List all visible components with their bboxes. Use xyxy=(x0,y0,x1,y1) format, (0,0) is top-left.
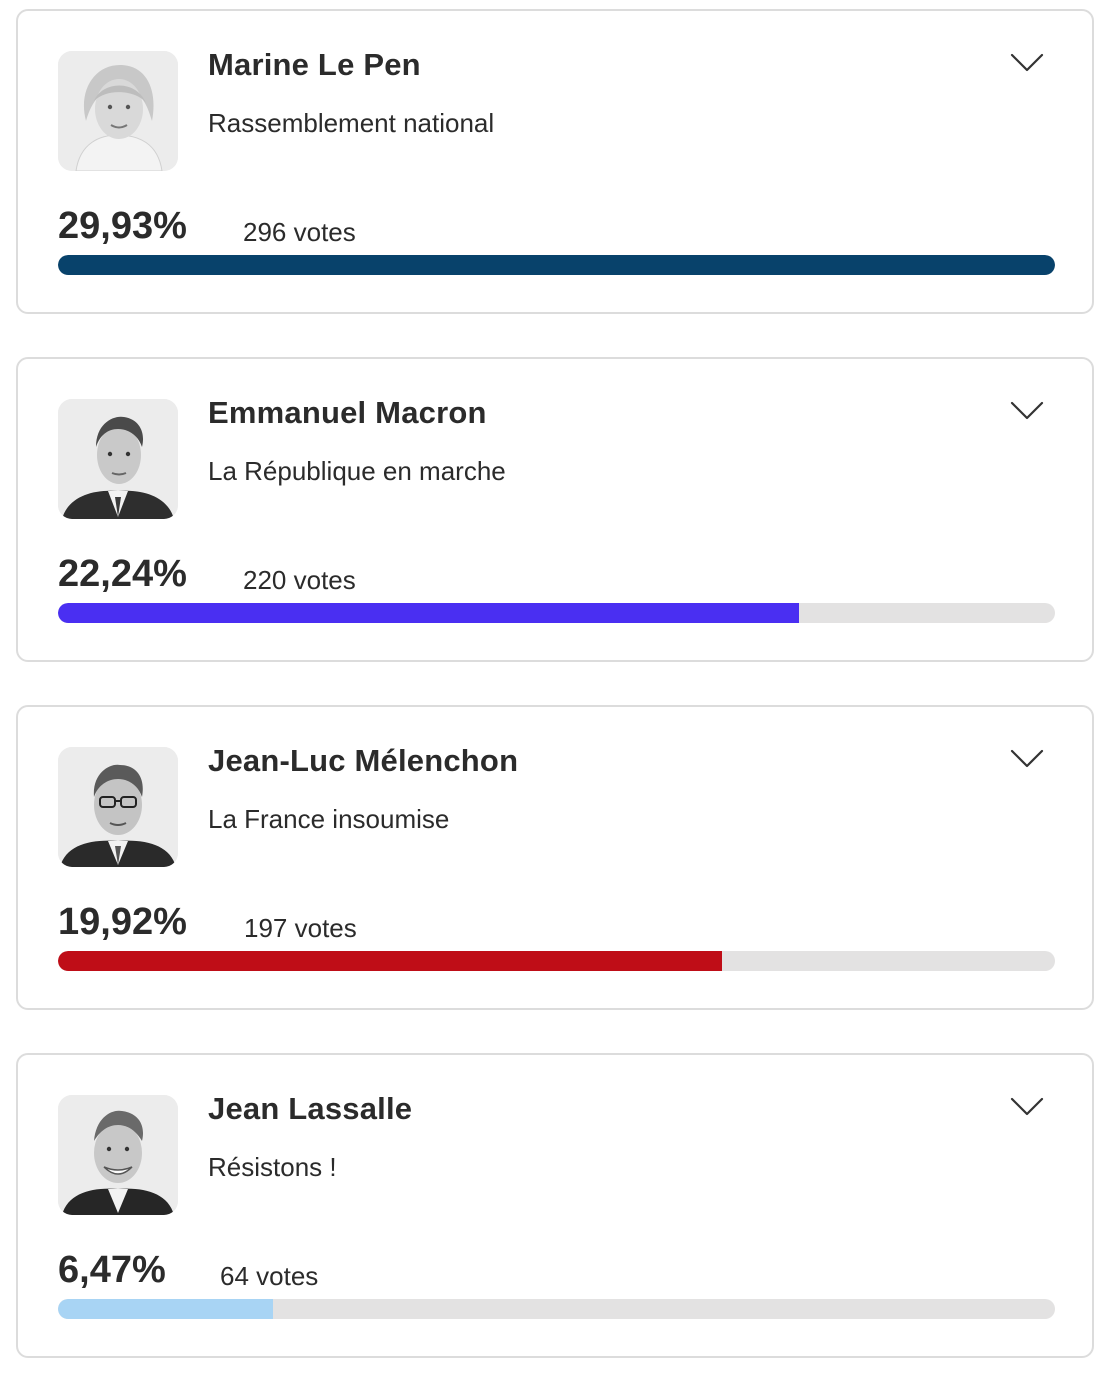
portrait-image xyxy=(58,51,178,171)
vote-count: 64 votes xyxy=(220,1261,319,1291)
candidate-card-le-pen[interactable]: Marine Le Pen Rassemblement national 29,… xyxy=(16,9,1094,314)
candidate-party: La République en marche xyxy=(208,456,506,486)
vote-count: 296 votes xyxy=(243,217,356,247)
chevron-down-icon[interactable] xyxy=(1010,749,1044,769)
vote-percentage: 19,92% xyxy=(58,901,187,943)
candidate-card-lassalle[interactable]: Jean Lassalle Résistons ! 6,47% 64 votes xyxy=(16,1053,1094,1358)
vote-bar-track xyxy=(58,603,1055,623)
vote-count: 197 votes xyxy=(244,913,357,943)
candidate-party: Résistons ! xyxy=(208,1152,337,1182)
chevron-down-icon[interactable] xyxy=(1010,53,1044,73)
candidate-name: Jean-Luc Mélenchon xyxy=(208,743,519,778)
vote-percentage: 29,93% xyxy=(58,205,187,247)
candidate-party: Rassemblement national xyxy=(208,108,495,138)
candidate-photo xyxy=(58,51,178,171)
candidate-photo xyxy=(58,1095,178,1215)
candidate-photo xyxy=(58,747,178,867)
vote-bar-track xyxy=(58,951,1055,971)
vote-bar-fill xyxy=(58,255,1055,275)
chevron-down-icon[interactable] xyxy=(1010,1097,1044,1117)
candidate-name: Emmanuel Macron xyxy=(208,395,487,430)
chevron-down-icon[interactable] xyxy=(1010,401,1044,421)
portrait-image xyxy=(58,399,178,519)
candidate-card-macron[interactable]: Emmanuel Macron La République en marche … xyxy=(16,357,1094,662)
portrait-image xyxy=(58,1095,178,1215)
portrait-image xyxy=(58,747,178,867)
vote-percentage: 22,24% xyxy=(58,553,187,595)
candidate-party: La France insoumise xyxy=(208,804,450,834)
vote-count: 220 votes xyxy=(243,565,356,595)
vote-bar-track xyxy=(58,1299,1055,1319)
vote-bar-fill xyxy=(58,603,799,623)
vote-bar-fill xyxy=(58,1299,274,1319)
candidate-photo xyxy=(58,399,178,519)
vote-percentage: 6,47% xyxy=(58,1249,166,1291)
vote-bar-track xyxy=(58,255,1055,275)
candidate-card-melenchon[interactable]: Jean-Luc Mélenchon La France insoumise 1… xyxy=(16,705,1094,1010)
candidate-name: Marine Le Pen xyxy=(208,47,421,82)
candidate-name: Jean Lassalle xyxy=(208,1091,413,1126)
vote-bar-fill xyxy=(58,951,722,971)
